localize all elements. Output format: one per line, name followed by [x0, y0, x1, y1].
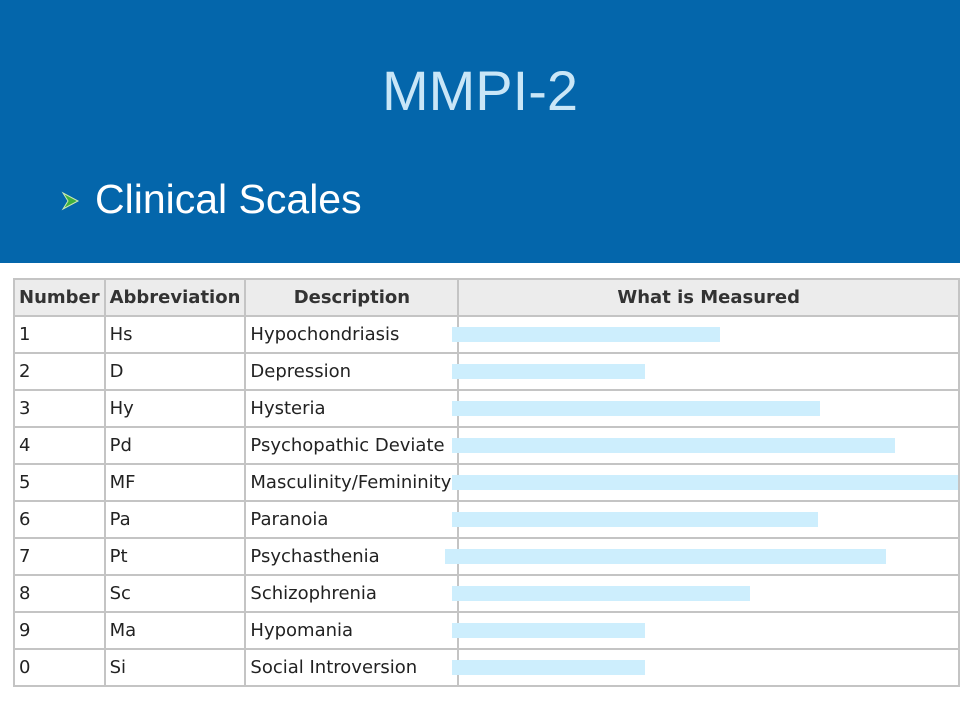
highlight-bar — [452, 437, 895, 453]
header-cell: Abbreviation — [103, 278, 247, 317]
table-cell: 3 — [13, 389, 106, 428]
header-band — [0, 0, 960, 263]
table-cell: Psychopathic Deviate — [244, 426, 460, 465]
table-cell: Paranoia — [244, 500, 460, 539]
bullet-arrow — [61, 191, 80, 211]
table-row: 7 Pt Psychasthenia — [13, 537, 960, 576]
table-cell: Hysteria — [244, 389, 460, 428]
highlight-bar — [452, 474, 958, 490]
header-cell: What is Measured — [457, 278, 960, 317]
table-cell: 2 — [13, 352, 106, 391]
highlight-bar — [452, 363, 645, 379]
table-cell: 8 — [13, 574, 106, 613]
table-cell: Pa — [103, 500, 247, 539]
header-cell: Description — [244, 278, 460, 317]
table-row: 9 Ma Hypomania — [13, 611, 960, 650]
bullet-text: Clinical Scales — [95, 176, 362, 222]
table-cell: Hypochondriasis — [244, 315, 460, 354]
highlight-bar — [452, 326, 720, 342]
table-cell: Pd — [103, 426, 247, 465]
highlight-bar — [452, 585, 750, 601]
table-cell: Hy — [103, 389, 247, 428]
table-cell: Social Introversion — [244, 648, 460, 687]
table-cell: 5 — [13, 463, 106, 502]
table-cell: Psychasthenia — [244, 537, 460, 576]
highlight-bar — [452, 622, 645, 638]
table-cell: Pt — [103, 537, 247, 576]
header-cell: Number — [13, 278, 106, 317]
table-cell: Depression — [244, 352, 460, 391]
table-cell: Hs — [103, 315, 247, 354]
table-cell: 9 — [13, 611, 106, 650]
highlight-bar — [452, 659, 645, 675]
highlight-bar — [445, 548, 886, 564]
table-cell: 0 — [13, 648, 106, 687]
table-row: 6 Pa Paranoia — [13, 500, 960, 539]
table-cell: 7 — [13, 537, 106, 576]
header-row: Number Abbreviation Description What is Mea… — [13, 278, 960, 317]
table-cell: Masculinity/Femininity — [244, 463, 460, 502]
table-cell: D — [103, 352, 247, 391]
table-cell: Ma — [103, 611, 247, 650]
table-cell: Si — [103, 648, 247, 687]
table-cell: Sc — [103, 574, 247, 613]
slide-title: MMPI-2 — [382, 59, 578, 122]
table-cell: MF — [103, 463, 247, 502]
table-cell: Schizophrenia — [244, 574, 460, 613]
highlight-bar — [452, 511, 818, 527]
table-cell: 1 — [13, 315, 106, 354]
table-row: 2 D Depression — [13, 352, 960, 391]
highlight-bar — [452, 400, 820, 416]
table-cell: 4 — [13, 426, 106, 465]
table-cell: 6 — [13, 500, 106, 539]
table-cell: Hypomania — [244, 611, 460, 650]
